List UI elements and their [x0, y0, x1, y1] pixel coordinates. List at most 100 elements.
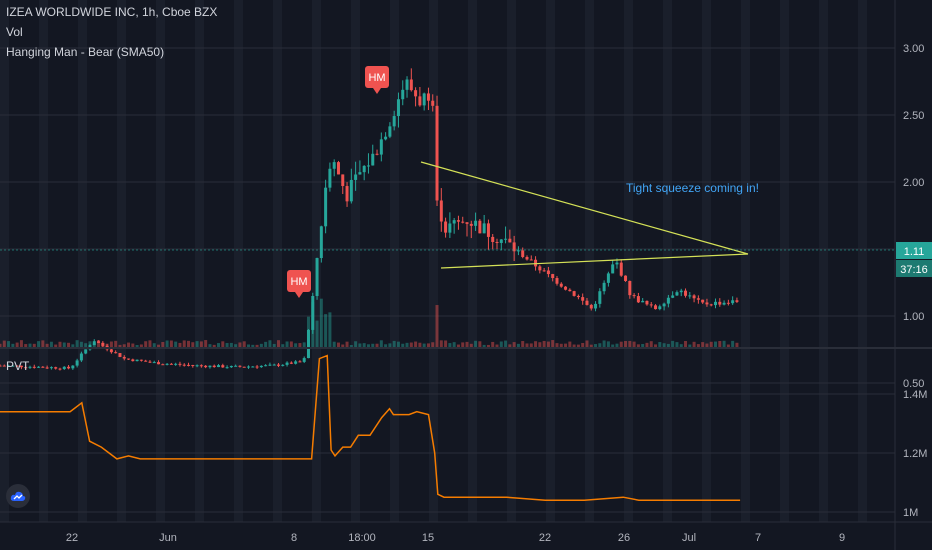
lower-trendline[interactable]	[440, 253, 749, 269]
volume-bar	[684, 340, 688, 348]
volume-bar	[341, 344, 345, 348]
candle-body	[101, 342, 105, 346]
volume-bar	[221, 341, 225, 348]
candle-body	[178, 363, 182, 365]
candle-body	[439, 200, 443, 222]
candle-body	[79, 353, 83, 361]
volume-bar	[414, 341, 418, 348]
session-band	[351, 0, 360, 522]
volume-bar	[247, 344, 251, 348]
session-band	[429, 0, 438, 522]
volume-bar	[675, 342, 679, 348]
volume-bar	[294, 343, 298, 348]
time-tick-label: 26	[618, 532, 630, 544]
candle-body	[45, 367, 49, 369]
candle-body	[324, 187, 328, 227]
volume-bar	[165, 340, 169, 348]
candle-body	[49, 367, 53, 369]
pvt-tick-label: 1.2M	[903, 448, 927, 460]
price-tick-label: 0.50	[903, 378, 924, 390]
volume-bar	[499, 341, 503, 348]
session-band	[819, 0, 828, 522]
candle-body	[452, 220, 456, 224]
candle-body	[54, 367, 58, 369]
volume-bar	[628, 340, 632, 348]
candle-body	[641, 300, 645, 303]
volume-bar	[521, 341, 525, 348]
candle-body	[187, 364, 191, 366]
candle-body	[341, 174, 345, 187]
triangle-trendlines	[420, 161, 749, 269]
price-tick-label: 2.50	[903, 110, 924, 122]
candle-body	[165, 363, 169, 365]
candle-body	[401, 89, 405, 100]
volume-bar	[551, 340, 555, 348]
candle-body	[576, 295, 580, 298]
volume-bar	[602, 340, 606, 348]
indicator-legend[interactable]: Hanging Man - Bear (SMA50)	[6, 45, 164, 59]
volume-bar	[122, 344, 126, 348]
candle-body	[465, 222, 469, 224]
hm-marker-1-label: HM	[290, 276, 307, 288]
volume-legend[interactable]: Vol	[6, 25, 23, 39]
volume-bar	[546, 341, 550, 348]
candle-body	[366, 165, 370, 167]
time-tick-label: 18:00	[348, 532, 376, 544]
upper-trendline[interactable]	[420, 161, 749, 255]
candle-body	[276, 364, 280, 366]
candle-body	[426, 93, 430, 101]
volume-bar	[268, 340, 272, 348]
volume-bar	[217, 343, 221, 348]
last-price-value: 1.11	[904, 246, 925, 258]
session-band	[156, 0, 165, 522]
volume-bar	[324, 314, 328, 348]
candle-body	[611, 264, 615, 274]
candle-body	[174, 363, 178, 365]
volume-bar	[611, 344, 615, 348]
price-tick-label: 3.00	[903, 43, 924, 55]
candle-body	[229, 365, 233, 368]
session-band	[234, 0, 243, 522]
candle-body	[28, 366, 32, 368]
candle-body	[375, 153, 379, 155]
volume-bar	[24, 344, 28, 348]
volume-bar	[328, 312, 332, 348]
session-band	[468, 0, 477, 522]
volume-bar	[606, 341, 610, 348]
countdown-value: 37:16	[900, 264, 928, 276]
volume-bar	[366, 344, 370, 348]
candle-body	[148, 361, 152, 363]
volume-bar	[7, 341, 11, 348]
hm-marker-2[interactable]: HM	[365, 66, 389, 94]
candle-body	[671, 295, 675, 298]
candle-body	[456, 220, 460, 222]
candle-body	[568, 289, 572, 292]
volume-bar	[525, 343, 529, 348]
candle-body	[688, 295, 692, 297]
volume-bar	[469, 343, 473, 348]
volume-bar	[589, 344, 593, 348]
candle-body	[221, 365, 225, 368]
pvt-legend[interactable]: PVT	[6, 359, 30, 373]
volume-bar	[178, 342, 182, 348]
volume-bar	[114, 340, 118, 348]
candle-body	[474, 220, 478, 226]
volume-bar	[491, 341, 495, 348]
candle-body	[431, 100, 435, 106]
volume-bar	[662, 343, 666, 348]
volume-bar	[71, 344, 75, 348]
candle-body	[602, 282, 606, 292]
tradingview-logo-icon[interactable]	[6, 484, 30, 508]
pvt-line-group	[0, 354, 741, 501]
volume-bar	[542, 340, 546, 348]
volume-bar	[456, 344, 460, 348]
pvt-axis-ticks: 1.4M 1.2M 1M	[903, 389, 927, 519]
symbol-title[interactable]: IZEA WORLDWIDE INC, 1h, Cboe BZX	[6, 5, 217, 19]
candle-body	[315, 258, 319, 296]
hm-marker-1[interactable]: HM	[287, 270, 311, 298]
candle-body	[225, 367, 229, 369]
candle-body	[534, 259, 538, 267]
candle-body	[722, 302, 726, 305]
session-band	[663, 0, 672, 522]
